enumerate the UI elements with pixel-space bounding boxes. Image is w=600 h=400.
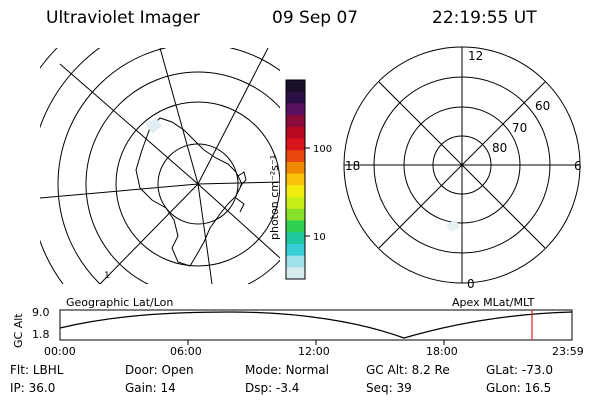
dsp-info: Dsp: -3.4 bbox=[245, 381, 299, 395]
colorbar-cell bbox=[286, 138, 305, 151]
mode-info: Mode: Normal bbox=[245, 363, 329, 377]
colorbar-cell bbox=[286, 103, 305, 116]
glon-info: GLon: 16.5 bbox=[486, 381, 551, 395]
gc-alt-value: 8.2 Re bbox=[411, 363, 450, 377]
colorbar-cell bbox=[286, 220, 305, 233]
glon-value: 16.5 bbox=[524, 381, 552, 395]
colorbar-cell bbox=[286, 173, 305, 186]
mlat-label-70: 70 bbox=[512, 121, 527, 135]
coast-label: 1 bbox=[104, 271, 110, 281]
timeline-axis-label: GC Alt bbox=[12, 313, 25, 348]
door-info: Door: Open bbox=[125, 363, 194, 377]
mlt-label-18: 18 bbox=[345, 159, 360, 173]
colorbar-cell bbox=[286, 232, 305, 245]
mode-label: Mode: bbox=[245, 363, 282, 377]
colorbar-tick-10: 10 bbox=[313, 232, 326, 243]
time-label: 22:19:55 UT bbox=[432, 8, 537, 28]
glat-label: GLat: bbox=[486, 363, 519, 377]
gc-alt-info: GC Alt: 8.2 Re bbox=[366, 363, 450, 377]
seq-label: Seq: bbox=[366, 381, 393, 395]
mlt-label-0: 0 bbox=[467, 277, 475, 291]
filter-value: LBHL bbox=[32, 363, 64, 377]
colorbar-cell bbox=[286, 185, 305, 198]
mlat-label-80: 80 bbox=[492, 141, 507, 155]
geo-map-caption: Geographic Lat/Lon bbox=[66, 296, 174, 309]
glat-value: -73.0 bbox=[521, 363, 553, 377]
colorbar-unit: photon cm⁻²s⁻¹ bbox=[268, 155, 281, 240]
colorbar-cell bbox=[286, 255, 305, 268]
colorbar bbox=[285, 79, 310, 280]
ip-info: IP: 36.0 bbox=[10, 381, 55, 395]
mode-value: Normal bbox=[285, 363, 329, 377]
colorbar-tick-100: 100 bbox=[313, 144, 332, 155]
timeline-ytick-bottom: 1.8 bbox=[32, 328, 50, 341]
timeline-xtick: 00:00 bbox=[44, 345, 76, 358]
ip-value: 36.0 bbox=[28, 381, 56, 395]
filter-info: Flt: LBHL bbox=[10, 363, 63, 377]
gain-value: 14 bbox=[160, 381, 176, 395]
polar-map bbox=[343, 46, 581, 284]
colorbar-cell bbox=[286, 243, 305, 257]
instrument-title: Ultraviolet Imager bbox=[46, 8, 200, 28]
colorbar-cell bbox=[286, 161, 305, 175]
date-label: 09 Sep 07 bbox=[272, 8, 359, 28]
glon-label: GLon: bbox=[486, 381, 521, 395]
timeline-xtick: 23:59 bbox=[552, 345, 584, 358]
timeline-xtick: 18:00 bbox=[426, 345, 458, 358]
seq-value: 39 bbox=[396, 381, 412, 395]
orbit-timeline: GC Alt bbox=[12, 309, 573, 348]
door-value: Open bbox=[161, 363, 194, 377]
gain-info: Gain: 14 bbox=[125, 381, 176, 395]
dsp-label: Dsp: bbox=[245, 381, 273, 395]
polar-map-caption: Apex MLat/MLT bbox=[452, 296, 535, 309]
colorbar-cell bbox=[286, 208, 305, 222]
gc-alt-label: GC Alt: bbox=[366, 363, 408, 377]
seq-info: Seq: 39 bbox=[366, 381, 412, 395]
geo-map bbox=[40, 48, 280, 284]
ip-label: IP: bbox=[10, 381, 25, 395]
colorbar-cell bbox=[286, 80, 305, 93]
gain-label: Gain: bbox=[125, 381, 157, 395]
coastline bbox=[135, 117, 243, 267]
mlt-label-12: 12 bbox=[468, 49, 483, 63]
timeline-ytick-top: 9.0 bbox=[32, 306, 50, 319]
filter-label: Flt: bbox=[10, 363, 29, 377]
glat-info: GLat: -73.0 bbox=[486, 363, 553, 377]
mlt-label-6: 6 bbox=[574, 159, 582, 173]
timeline-xtick: 06:00 bbox=[170, 345, 202, 358]
colorbar-cell bbox=[286, 150, 305, 163]
door-label: Door: bbox=[125, 363, 158, 377]
dsp-value: -3.4 bbox=[275, 381, 300, 395]
mlat-label-60: 60 bbox=[535, 99, 550, 113]
colorbar-cell bbox=[286, 91, 305, 105]
timeline-xtick: 12:00 bbox=[298, 345, 330, 358]
colorbar-cell bbox=[286, 197, 305, 210]
colorbar-cell bbox=[286, 126, 305, 140]
colorbar-cell bbox=[286, 115, 305, 128]
colorbar-cell bbox=[286, 267, 305, 280]
